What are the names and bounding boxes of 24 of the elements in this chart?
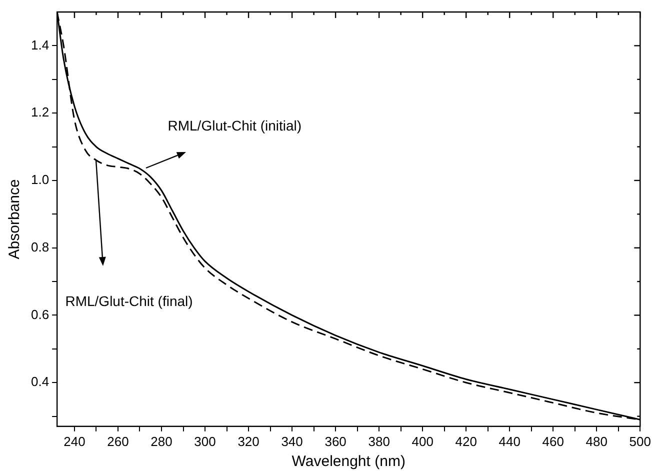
x-tick-label: 440 [498, 434, 520, 449]
y-tick-label: 0.6 [30, 306, 50, 322]
y-tick-label: 0.8 [30, 239, 50, 254]
x-tick-label: 380 [368, 434, 390, 449]
x-tick-label: 360 [324, 434, 346, 449]
x-axis-title: Wavelenght (nm) [292, 453, 406, 470]
x-tick-label: 480 [586, 434, 608, 449]
x-tick-label: 300 [194, 434, 216, 449]
y-axis-title: Absorbance [6, 179, 24, 260]
annotation: RML/Glut-Chit (final) [65, 293, 193, 310]
x-tick-label: 320 [238, 434, 260, 449]
annotation: RML/Glut-Chit (initial) [168, 118, 302, 134]
x-tick-label: 460 [542, 434, 564, 449]
y-tick-label: 0.4 [30, 374, 50, 390]
x-tick-label: 340 [281, 434, 303, 449]
y-tick-label: 1.0 [30, 172, 50, 188]
y-tick-label: 1.4 [30, 37, 50, 52]
x-tick-label: 420 [455, 434, 477, 449]
x-tick-label: 280 [150, 434, 172, 449]
x-tick-label: 240 [64, 434, 86, 449]
x-tick-label: 400 [412, 434, 434, 449]
x-tick-label: 260 [107, 434, 129, 449]
y-tick-label: 1.2 [30, 104, 50, 120]
x-tick-label: 500 [629, 434, 652, 449]
